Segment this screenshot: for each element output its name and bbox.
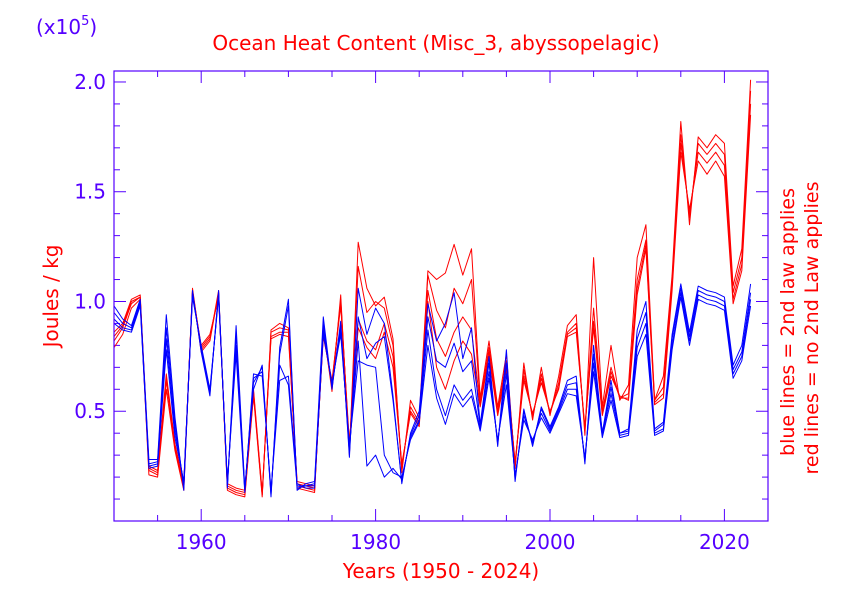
legend-red-lines: red lines = no 2nd Law applies bbox=[801, 181, 823, 474]
x-tick-label: 2000 bbox=[525, 530, 576, 554]
y-axis-label: Joules / kg bbox=[39, 245, 63, 350]
series-line-red-1 bbox=[114, 79, 752, 498]
series-line-red-2 bbox=[114, 90, 752, 496]
x-tick-label: 2020 bbox=[699, 530, 750, 554]
series-line-blue-4 bbox=[114, 296, 752, 493]
y-tick-label: 1.0 bbox=[74, 289, 106, 313]
series-line-red-3 bbox=[114, 103, 752, 496]
plot-frame bbox=[113, 70, 769, 522]
legend-blue-lines: blue lines = 2nd law applies bbox=[777, 188, 799, 456]
x-tick-label: 1960 bbox=[176, 530, 227, 554]
y-tick-label: 2.0 bbox=[74, 70, 106, 94]
chart-title: Ocean Heat Content (Misc_3, abyssopelagi… bbox=[212, 31, 659, 55]
y-tick-label: 0.5 bbox=[74, 399, 106, 423]
x-axis-label: Years (1950 - 2024) bbox=[342, 559, 539, 583]
series-line-red-4 bbox=[114, 114, 752, 493]
axes-layer: 0.5 1.0 1.5 2.0 1960 1980 2000 2020 bbox=[74, 70, 768, 554]
series-layer bbox=[114, 79, 752, 498]
x-tick-label: 1980 bbox=[350, 530, 401, 554]
y-tick-label: 1.5 bbox=[74, 180, 106, 204]
scale-factor-label: (x105) bbox=[36, 14, 97, 39]
